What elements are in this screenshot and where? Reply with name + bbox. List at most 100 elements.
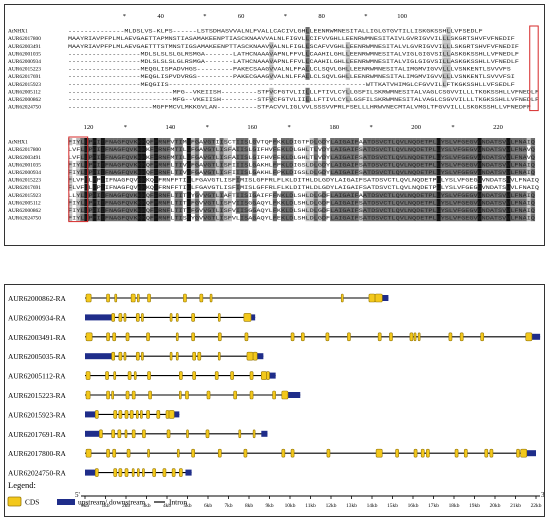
conserved-cell xyxy=(493,168,499,176)
conserved-cell xyxy=(432,168,437,176)
conserved-cell xyxy=(354,153,359,161)
ruler-label: 200 xyxy=(411,124,421,131)
conserved-cell xyxy=(158,160,163,168)
conserved-cell xyxy=(457,145,462,153)
conserved-cell xyxy=(330,145,335,153)
conserved-cell xyxy=(518,191,523,199)
ruler-label: * xyxy=(451,124,454,131)
conserved-cell xyxy=(317,214,323,222)
conserved-cell xyxy=(412,153,417,161)
conserved-cell xyxy=(510,153,515,161)
conserved-cell xyxy=(76,191,81,199)
conserved-cell xyxy=(485,198,491,206)
conserved-cell xyxy=(506,153,511,161)
conserved-cell xyxy=(141,191,146,199)
conserved-cell xyxy=(330,214,335,222)
conserved-cell xyxy=(436,160,441,168)
conserved-cell xyxy=(145,191,151,199)
conserved-cell xyxy=(424,153,429,161)
conserved-cell xyxy=(219,160,224,168)
conserved-cell xyxy=(395,168,400,176)
conserved-cell xyxy=(186,160,192,168)
conserved-cell xyxy=(137,198,142,206)
alignment-row-shading xyxy=(68,160,536,168)
conserved-cell xyxy=(96,191,101,199)
conserved-cell xyxy=(362,214,368,222)
conserved-cell xyxy=(92,153,97,161)
conserved-cell xyxy=(395,138,400,146)
conserved-cell xyxy=(137,138,142,146)
axis-tick-label: 15kb xyxy=(387,503,398,509)
cds-block xyxy=(105,371,109,380)
conserved-cell xyxy=(432,153,437,161)
conserved-cell xyxy=(530,160,536,168)
conserved-cell xyxy=(350,206,355,214)
conserved-cell xyxy=(469,214,474,222)
cds-block xyxy=(106,390,110,400)
conserved-cell xyxy=(330,153,335,161)
conserved-cell xyxy=(129,138,134,146)
cds-block xyxy=(377,332,382,342)
cds-block xyxy=(249,371,254,380)
conserved-cell xyxy=(141,198,146,206)
axis-tick-label: 22kb xyxy=(531,503,542,509)
conserved-cell xyxy=(125,206,130,214)
conserved-cell xyxy=(461,206,466,214)
conserved-cell xyxy=(129,145,134,153)
ruler-label: * xyxy=(284,13,287,20)
conserved-cell xyxy=(457,198,462,206)
conserved-cell xyxy=(215,198,220,206)
gene-row: AUR62015923-RA xyxy=(8,410,180,419)
conserved-cell xyxy=(481,168,486,176)
conserved-cell xyxy=(104,153,110,161)
conserved-cell xyxy=(424,160,429,168)
conserved-cell xyxy=(510,168,515,176)
gene-name: AUR62005035-RA xyxy=(8,352,67,361)
conserved-cell xyxy=(219,206,224,214)
conserved-cell xyxy=(84,160,89,168)
alignment-row-sequence: FIYLLPPIIFNAGFQVKKKQFFRNFVTIMLFGAVGTIISC… xyxy=(68,140,535,146)
conserved-cell xyxy=(473,214,478,222)
conserved-cell xyxy=(510,160,515,168)
gene-name: AUR62000934-RA xyxy=(8,313,67,322)
conserved-cell xyxy=(92,183,97,191)
conserved-cell xyxy=(362,145,368,153)
conserved-cell xyxy=(452,191,458,199)
conserved-cell xyxy=(358,153,364,161)
conserved-cell xyxy=(186,168,192,176)
conserved-cell xyxy=(305,168,310,176)
cds-block xyxy=(206,390,211,400)
conserved-cell xyxy=(289,168,294,176)
conserved-cell xyxy=(461,138,466,146)
axis-tick-label: 2kb xyxy=(122,503,130,509)
conserved-cell xyxy=(174,138,179,146)
cds-block xyxy=(85,371,91,380)
conserved-cell xyxy=(375,160,380,168)
conserved-cell xyxy=(350,145,355,153)
conserved-cell xyxy=(403,145,409,153)
alignment-row-sequence: FIYLLPPIIFNAGFQVKKKQFFRNFLTIVLFGAVGTLISF… xyxy=(68,162,535,168)
conserved-cell xyxy=(432,138,437,146)
conserved-cell xyxy=(280,168,286,176)
conserved-cell xyxy=(338,160,343,168)
conserved-cell xyxy=(362,206,368,214)
conserved-cell xyxy=(446,34,451,42)
conserved-cell xyxy=(330,160,335,168)
conserved-cell xyxy=(162,138,167,146)
conserved-cell xyxy=(391,153,396,161)
conserved-cell xyxy=(100,183,106,191)
conserved-cell xyxy=(498,214,503,222)
conserved-cell xyxy=(391,214,396,222)
cds-block xyxy=(131,429,136,439)
conserved-cell xyxy=(92,198,97,206)
conserved-cell xyxy=(444,198,450,206)
conserved-cell xyxy=(530,206,536,214)
conserved-cell xyxy=(440,138,445,146)
alignment-row-shading xyxy=(68,168,536,176)
conserved-cell xyxy=(522,198,527,206)
conserved-cell xyxy=(235,153,241,161)
conserved-cell xyxy=(442,72,447,80)
conserved-cell xyxy=(190,138,196,146)
ruler-label: * xyxy=(369,124,372,131)
conserved-cell xyxy=(88,168,93,176)
